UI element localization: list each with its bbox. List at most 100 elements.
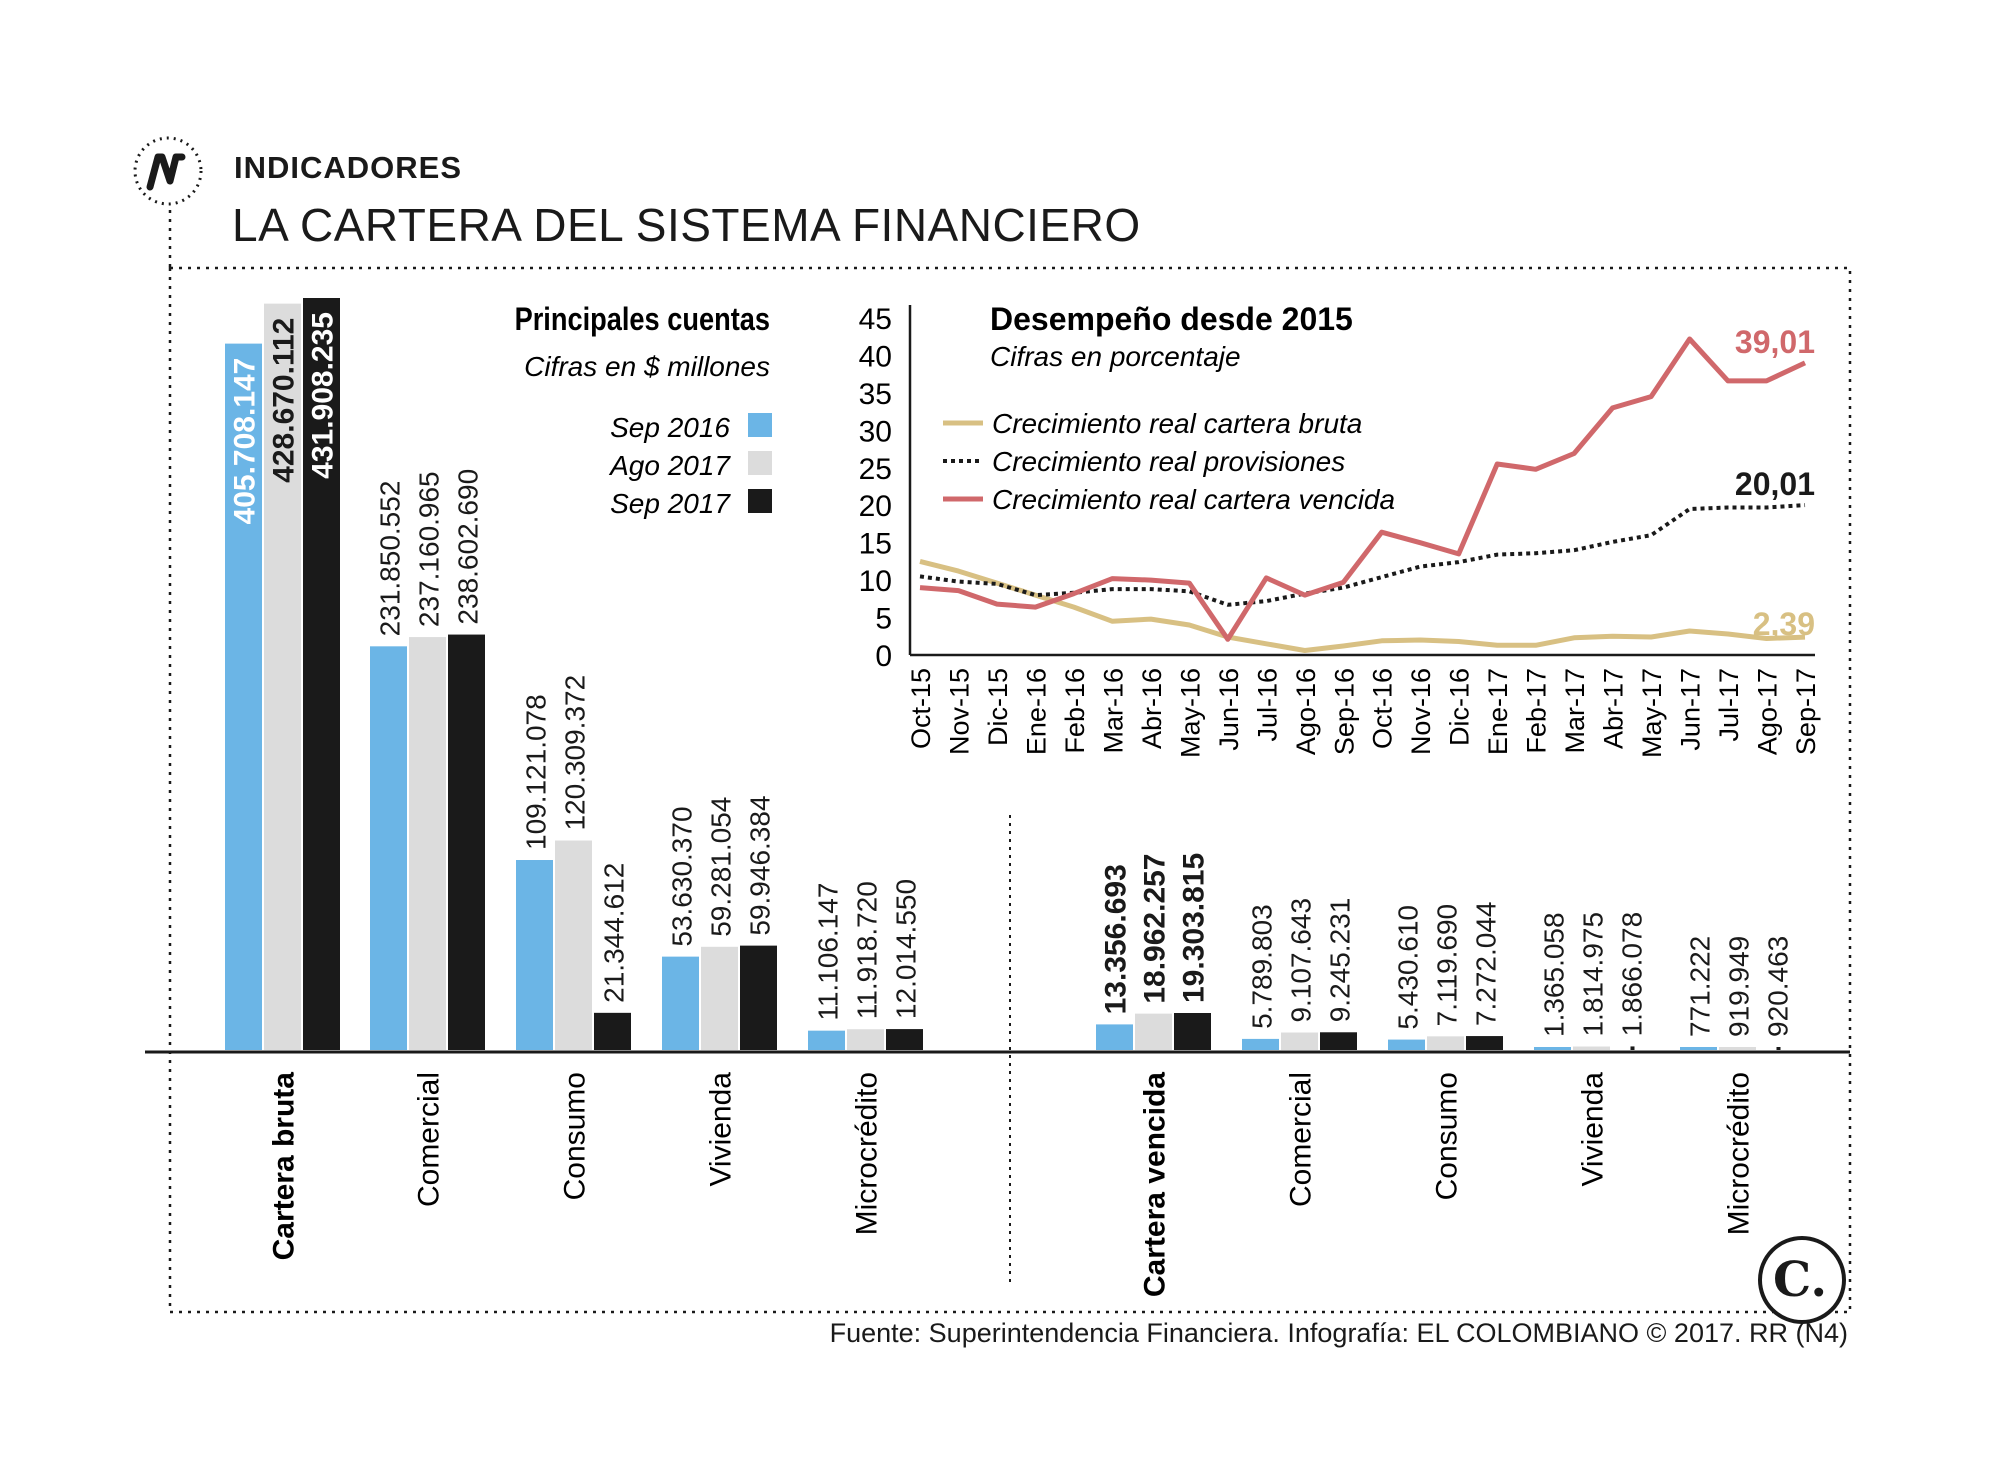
- bar-value-label-0-4-1: 11.918.720: [852, 881, 883, 1019]
- bar-1-4-1: [1719, 1047, 1756, 1050]
- line-end-label-0: 2,39: [1753, 606, 1815, 642]
- legend-label-0: Sep 2016: [610, 412, 730, 443]
- line-chart-title: Desempeño desde 2015: [990, 301, 1353, 337]
- bar-0-2-2: [594, 1012, 631, 1050]
- bar-value-label-0-2-0: 109.121.078: [521, 694, 552, 850]
- x-tick-label-3: Ene-16: [1021, 668, 1051, 755]
- bar-0-1-2: [448, 634, 485, 1050]
- x-tick-label-15: Ene-17: [1483, 668, 1513, 755]
- x-tick-label-14: Dic-16: [1445, 668, 1475, 746]
- bar-chart-subtitle: Cifras en $ millones: [524, 351, 770, 382]
- bar-value-label-0-0-1: 428.670.112: [268, 318, 301, 483]
- bar-1-0-0: [1096, 1024, 1133, 1050]
- x-tick-label-2: Dic-15: [983, 668, 1013, 746]
- bar-value-label-0-2-1: 120.309.372: [560, 675, 591, 831]
- bar-1-3-2: [1630, 1046, 1635, 1050]
- legend-label-1: Ago 2017: [608, 450, 731, 481]
- svg-text:C.: C.: [1773, 1252, 1827, 1308]
- y-tick-label-0: 0: [875, 640, 892, 673]
- n-logo-icon: [133, 136, 203, 206]
- x-tick-label-6: Abr-16: [1137, 668, 1167, 749]
- line-legend-label-0: Crecimiento real cartera bruta: [992, 408, 1362, 439]
- line-series-2: [919, 336, 1807, 642]
- bar-1-2-1: [1427, 1036, 1464, 1050]
- bar-0-1-0: [370, 646, 407, 1050]
- x-tick-label-8: Jun-16: [1214, 668, 1244, 751]
- bar-0-0-2: [303, 298, 340, 1050]
- bar-0-3-2: [740, 945, 777, 1050]
- x-tick-label-11: Sep-16: [1329, 668, 1359, 755]
- bar-value-label-1-0-1: 18.962.257: [1139, 853, 1172, 1003]
- bar-value-label-1-4-0: 771.222: [1685, 936, 1716, 1037]
- x-tick-label-13: Nov-16: [1406, 668, 1436, 755]
- legend-label-2: Sep 2017: [610, 488, 731, 519]
- bar-value-label-0-1-2: 238.602.690: [453, 469, 484, 625]
- category-label-0-0: Cartera bruta: [268, 1072, 301, 1261]
- category-label-1-4: Microcrédito: [1723, 1072, 1756, 1235]
- line-series-1: [919, 503, 1806, 607]
- bar-value-label-1-1-1: 9.107.643: [1286, 898, 1317, 1023]
- category-label-0-3: Vivienda: [705, 1072, 738, 1187]
- x-tick-label-23: Sep-17: [1791, 668, 1821, 755]
- page-title: LA CARTERA DEL SISTEMA FINANCIERO: [232, 199, 1141, 251]
- category-label-1-1: Comercial: [1285, 1072, 1318, 1207]
- line-end-label-1: 20,01: [1735, 466, 1815, 502]
- bar-value-label-1-3-1: 1.814.975: [1578, 912, 1609, 1037]
- bar-value-label-1-0-0: 13.356.693: [1100, 864, 1133, 1014]
- el-colombiano-logo-icon: C.: [1758, 1236, 1846, 1324]
- bar-value-label-0-3-0: 53.630.370: [667, 806, 698, 946]
- bar-0-3-0: [662, 956, 699, 1050]
- x-tick-label-0: Oct-15: [906, 668, 936, 749]
- bar-value-label-1-2-2: 7.272.044: [1471, 901, 1502, 1026]
- x-tick-label-5: Mar-16: [1098, 668, 1128, 754]
- bar-value-label-0-0-0: 405.708.147: [229, 358, 262, 525]
- x-tick-label-20: Jun-17: [1676, 668, 1706, 751]
- bar-0-2-0: [516, 860, 553, 1050]
- x-tick-label-17: Mar-17: [1560, 668, 1590, 754]
- bar-0-4-1: [847, 1029, 884, 1050]
- bar-value-label-1-3-2: 1.866.078: [1617, 912, 1648, 1037]
- category-label-0-4: Microcrédito: [851, 1072, 884, 1235]
- bar-value-label-0-0-2: 431.908.235: [307, 312, 340, 479]
- bar-1-0-1: [1135, 1013, 1172, 1050]
- bar-1-3-0: [1534, 1047, 1571, 1050]
- bar-0-1-1: [409, 637, 446, 1050]
- line-series-0: [919, 558, 1806, 653]
- bar-value-label-0-3-1: 59.281.054: [706, 797, 737, 937]
- bar-value-label-1-1-2: 9.245.231: [1325, 898, 1356, 1023]
- bar-value-label-1-2-0: 5.430.610: [1393, 905, 1424, 1030]
- bar-1-2-0: [1388, 1039, 1425, 1050]
- header-kicker: INDICADORES: [234, 150, 463, 185]
- bar-1-2-2: [1466, 1036, 1503, 1050]
- bar-0-3-1: [701, 946, 738, 1050]
- source-note: Fuente: Superintendencia Financiera. Inf…: [829, 1318, 1848, 1348]
- x-tick-label-22: Ago-17: [1753, 668, 1783, 755]
- y-tick-label-10: 10: [859, 565, 892, 598]
- legend-swatch-2: [748, 489, 772, 513]
- bar-value-label-1-4-2: 920.463: [1763, 936, 1794, 1037]
- bar-value-label-0-2-2: 21.344.612: [599, 863, 630, 1003]
- bar-1-1-1: [1281, 1032, 1318, 1050]
- x-tick-label-9: Jul-16: [1252, 668, 1282, 742]
- x-tick-label-1: Nov-15: [944, 668, 974, 755]
- legend-swatch-1: [748, 451, 772, 475]
- bar-value-label-0-1-0: 231.850.552: [375, 481, 406, 637]
- bar-value-label-1-2-1: 7.119.690: [1432, 904, 1463, 1027]
- category-label-1-0: Cartera vencida: [1139, 1072, 1172, 1297]
- x-tick-label-21: Jul-17: [1714, 668, 1744, 742]
- bar-chart-title: Principales cuentas: [515, 302, 770, 338]
- y-tick-label-35: 35: [859, 378, 892, 411]
- y-tick-label-40: 40: [859, 340, 892, 373]
- category-label-1-2: Consumo: [1431, 1072, 1464, 1200]
- x-tick-label-10: Ago-16: [1291, 668, 1321, 755]
- bar-1-1-0: [1242, 1038, 1279, 1050]
- x-tick-label-16: Feb-17: [1522, 668, 1552, 754]
- legend-swatch-0: [748, 413, 772, 437]
- x-tick-label-7: May-16: [1175, 668, 1205, 758]
- y-tick-label-5: 5: [875, 603, 892, 636]
- frame-border: [168, 266, 1852, 1314]
- bar-1-4-0: [1680, 1047, 1717, 1050]
- bar-1-4-2: [1776, 1047, 1781, 1050]
- bar-value-label-0-3-2: 59.946.384: [745, 795, 776, 935]
